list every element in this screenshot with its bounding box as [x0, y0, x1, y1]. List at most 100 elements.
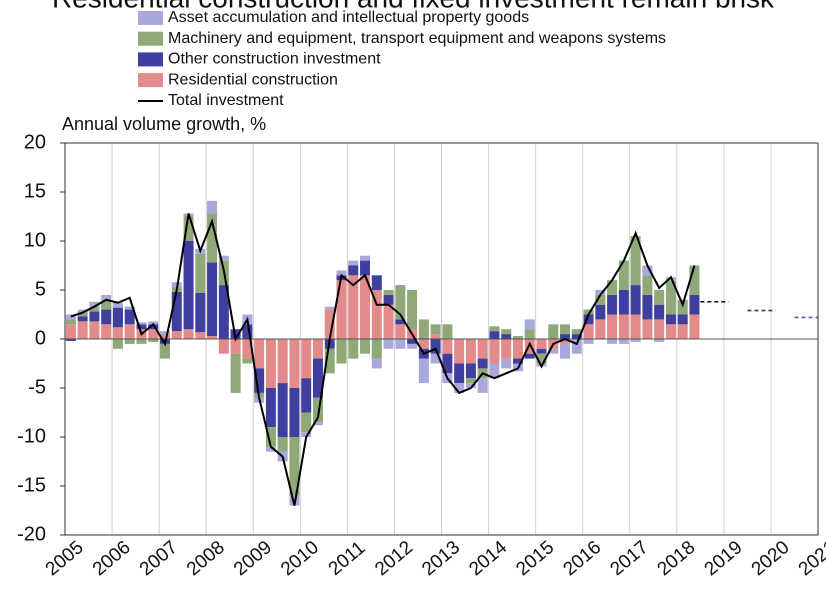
- bar-segment: [148, 324, 159, 330]
- bar-segment: [595, 304, 606, 320]
- bar-segment: [89, 306, 100, 312]
- y-axis-label: Annual volume growth, %: [62, 114, 266, 134]
- bar-segment: [430, 324, 441, 335]
- bar-segment: [454, 339, 465, 364]
- x-tick-label: 2007: [136, 537, 182, 580]
- bar-segment: [277, 437, 288, 452]
- x-tick-label: 2011: [325, 537, 370, 579]
- bar-segment: [583, 309, 594, 315]
- bar-segment: [595, 294, 606, 305]
- bar-segment: [407, 290, 418, 330]
- bar-segment: [395, 324, 406, 339]
- y-tick-label: 0: [35, 327, 46, 349]
- bar-segment: [160, 331, 171, 335]
- bar-segment: [160, 334, 171, 339]
- bar-segment: [371, 290, 382, 339]
- bar-segment: [618, 260, 629, 290]
- bar-segment: [360, 255, 371, 261]
- bar-segment: [560, 343, 571, 359]
- bar-segment: [442, 353, 453, 374]
- legend-swatch: [138, 52, 163, 67]
- bar-segment: [371, 339, 382, 359]
- bar-segment: [407, 339, 418, 344]
- bar-segment: [595, 290, 606, 295]
- bar-segment: [112, 339, 123, 349]
- bar-segment: [360, 275, 371, 339]
- bar-segment: [65, 314, 76, 320]
- bar-segment: [524, 353, 535, 359]
- bar-segment: [430, 334, 441, 339]
- bar-segment: [642, 294, 653, 320]
- bar-segment: [442, 339, 453, 354]
- bar-segment: [312, 339, 323, 359]
- bar-segment: [383, 304, 394, 339]
- legend-label: Machinery and equipment, transport equip…: [168, 30, 666, 47]
- legend-swatch: [138, 73, 163, 88]
- x-tick-label: 2006: [89, 537, 135, 580]
- bar-segment: [571, 339, 582, 354]
- bar-segment: [148, 339, 159, 342]
- bar-segment: [77, 321, 88, 339]
- bar-segment: [242, 339, 253, 359]
- bar-segment: [618, 339, 629, 344]
- bar-segment: [442, 324, 453, 339]
- y-tick-label: 10: [24, 229, 46, 251]
- bar-segment: [348, 265, 359, 276]
- bar-segment: [489, 363, 500, 379]
- bar-segment: [560, 324, 571, 335]
- x-tick-label: 2017: [606, 537, 652, 580]
- bar-segment: [207, 262, 218, 337]
- bar-segment: [89, 321, 100, 339]
- bar-segment: [465, 383, 476, 388]
- bar-segment: [336, 339, 347, 364]
- bar-segment: [524, 329, 535, 339]
- bar-segment: [383, 294, 394, 305]
- bar-segment: [418, 339, 429, 349]
- bar-segment: [348, 260, 359, 266]
- bar-segment: [124, 306, 135, 310]
- bar-segment: [124, 324, 135, 339]
- bar-segment: [265, 388, 276, 428]
- bar-segment: [689, 294, 700, 315]
- plot-frame: [64, 142, 819, 536]
- bar-segment: [512, 339, 523, 359]
- bar-segment: [195, 292, 206, 333]
- bar-segment: [501, 339, 512, 359]
- bar-segment: [536, 348, 547, 354]
- bar-segment: [136, 322, 147, 325]
- x-tick-label: 2008: [183, 537, 229, 580]
- total-line: [70, 213, 696, 506]
- bar-segment: [348, 275, 359, 339]
- bar-segment: [607, 314, 618, 339]
- bar-segment: [207, 336, 218, 339]
- bar-segment: [536, 339, 547, 349]
- x-tick-label: 2012: [371, 537, 417, 580]
- bar-segment: [242, 324, 253, 339]
- bar-segment: [101, 309, 112, 325]
- bar-segment: [512, 336, 523, 339]
- bar-segment: [654, 290, 665, 305]
- bar-segment: [583, 324, 594, 339]
- bar-segment: [583, 314, 594, 325]
- bar-segment: [477, 358, 488, 369]
- bar-segment: [230, 353, 241, 393]
- bar-segment: [618, 314, 629, 339]
- bar-segment: [477, 339, 488, 359]
- bar-segment: [677, 314, 688, 325]
- bar-segment: [454, 363, 465, 384]
- bar-segment: [265, 446, 276, 452]
- bar-segment: [301, 432, 312, 437]
- bar-segment: [289, 339, 300, 388]
- bar-segment: [595, 319, 606, 339]
- bar-segment: [630, 285, 641, 315]
- bar-segment: [171, 331, 182, 339]
- bar-segment: [630, 236, 641, 286]
- x-tick-label: 2010: [277, 537, 323, 580]
- bar-segment: [548, 348, 559, 354]
- legend-swatch: [138, 11, 163, 25]
- bar-segment: [395, 285, 406, 320]
- bar-segment: [489, 331, 500, 339]
- bar-segment: [618, 290, 629, 315]
- bar-segment: [160, 343, 171, 359]
- bar-segment: [395, 339, 406, 349]
